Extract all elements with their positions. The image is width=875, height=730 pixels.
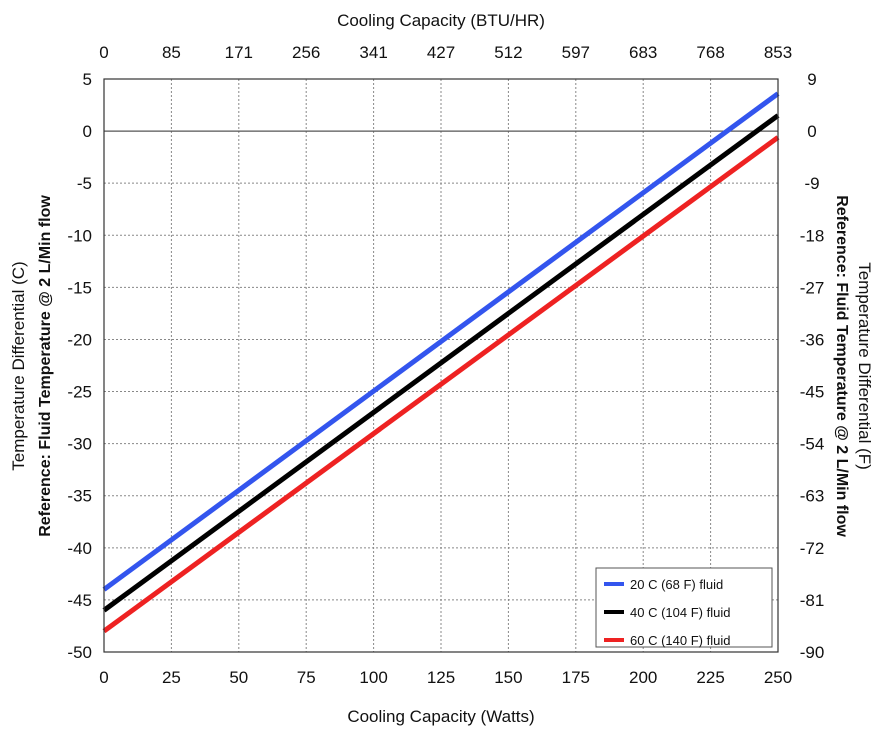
bottom-tick-label: 225 (696, 668, 724, 687)
left-axis-reference: Reference: Fluid Temperature @ 2 L/Min f… (37, 195, 54, 537)
legend: 20 C (68 F) fluid 40 C (104 F) fluid 60 C … (595, 567, 773, 648)
left-tick-label: -30 (67, 435, 92, 454)
right-tick-label: -90 (800, 643, 825, 662)
right-tick-label: 9 (807, 70, 816, 89)
bottom-tick-label: 200 (629, 668, 657, 687)
top-tick-label: 341 (359, 43, 387, 62)
right-tick-label: -72 (800, 539, 825, 558)
legend-label: 20 C (68 F) fluid (630, 577, 723, 592)
top-tick-label: 853 (764, 43, 792, 62)
right-tick-label: -36 (800, 330, 825, 349)
left-tick-label: -5 (77, 174, 92, 193)
right-axis-reference: Reference: Fluid Temperature @ 2 L/Min f… (833, 195, 850, 537)
right-tick-label: 0 (807, 122, 816, 141)
top-axis-title: Cooling Capacity (BTU/HR) (337, 11, 545, 30)
left-tick-label: -25 (67, 383, 92, 402)
top-tick-label: 512 (494, 43, 522, 62)
bottom-tick-label: 50 (229, 668, 248, 687)
bottom-tick-label: 150 (494, 668, 522, 687)
series-line-3 (102, 135, 780, 634)
left-tick-label: -10 (67, 226, 92, 245)
top-tick-label: 427 (427, 43, 455, 62)
left-tick-label: -15 (67, 278, 92, 297)
right-tick-label: -9 (804, 174, 819, 193)
series-lines (102, 91, 780, 634)
right-tick-label: -27 (800, 278, 825, 297)
bottom-tick-label: 100 (359, 668, 387, 687)
bottom-tick-label: 175 (562, 668, 590, 687)
left-axis-title: Temperature Differential (C) (9, 261, 28, 470)
bottom-tick-label: 0 (99, 668, 108, 687)
right-axis-title: Temperature Differential (F) (855, 262, 874, 470)
right-tick-label: -63 (800, 487, 825, 506)
top-tick-label: 85 (162, 43, 181, 62)
right-tick-label: -45 (800, 383, 825, 402)
left-tick-label: -20 (67, 330, 92, 349)
left-tick-label: -45 (67, 591, 92, 610)
top-tick-label: 171 (225, 43, 253, 62)
bottom-tick-label: 125 (427, 668, 455, 687)
legend-label: 60 C (140 F) fluid (630, 633, 730, 648)
left-tick-label: 5 (83, 70, 92, 89)
tick-labels: 0025855017175256100341125427150512175597… (67, 43, 824, 687)
bottom-tick-label: 250 (764, 668, 792, 687)
plot-frame (103, 78, 779, 653)
legend-box (595, 567, 773, 648)
left-tick-label: 0 (83, 122, 92, 141)
series-line-1 (102, 91, 780, 592)
bottom-tick-label: 25 (162, 668, 181, 687)
left-tick-label: -40 (67, 539, 92, 558)
series-line-2 (102, 113, 780, 613)
bottom-tick-label: 75 (297, 668, 316, 687)
left-tick-label: -35 (67, 487, 92, 506)
bottom-axis-title: Cooling Capacity (Watts) (347, 707, 534, 726)
top-tick-label: 597 (562, 43, 590, 62)
top-tick-label: 256 (292, 43, 320, 62)
right-tick-label: -18 (800, 226, 825, 245)
right-tick-label: -81 (800, 591, 825, 610)
right-tick-label: -54 (800, 435, 825, 454)
top-tick-label: 0 (99, 43, 108, 62)
top-tick-label: 768 (696, 43, 724, 62)
left-tick-label: -50 (67, 643, 92, 662)
legend-label: 40 C (104 F) fluid (630, 605, 730, 620)
top-tick-label: 683 (629, 43, 657, 62)
